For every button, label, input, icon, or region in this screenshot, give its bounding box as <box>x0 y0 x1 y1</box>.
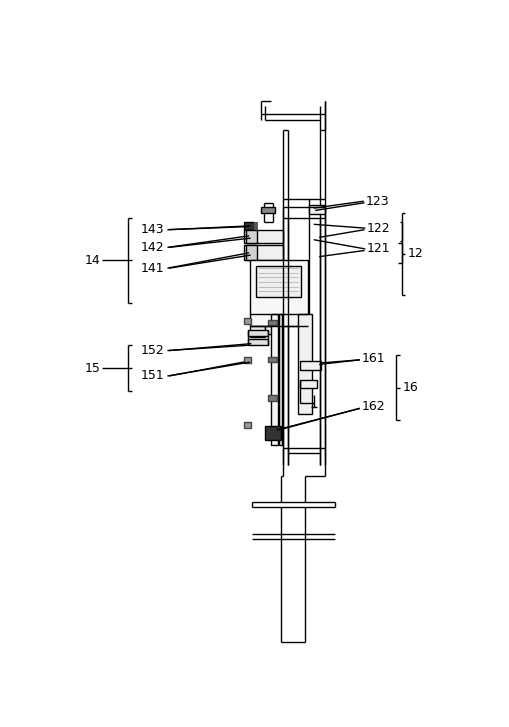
Bar <box>256 266 300 297</box>
Bar <box>244 230 282 243</box>
Bar <box>243 357 251 363</box>
Text: 16: 16 <box>402 381 417 394</box>
Text: 122: 122 <box>366 222 390 235</box>
Text: 152: 152 <box>140 344 164 357</box>
Bar <box>265 426 280 440</box>
Bar <box>267 320 276 325</box>
Bar <box>245 230 256 243</box>
Bar <box>245 245 256 260</box>
Bar <box>248 339 267 345</box>
Bar <box>267 430 276 435</box>
Bar <box>248 330 267 336</box>
Bar <box>249 326 265 337</box>
Bar <box>267 357 276 362</box>
Bar <box>298 314 312 414</box>
Text: 121: 121 <box>366 242 390 255</box>
Bar <box>261 206 275 213</box>
Text: 162: 162 <box>361 401 384 413</box>
Bar <box>265 326 276 334</box>
Text: 143: 143 <box>140 223 164 236</box>
Bar <box>308 205 325 214</box>
Bar <box>243 318 251 324</box>
Bar <box>249 260 307 326</box>
Text: 142: 142 <box>140 241 164 254</box>
Bar <box>253 222 257 230</box>
Text: 14: 14 <box>84 254 100 267</box>
Bar <box>271 314 277 446</box>
Bar <box>299 361 321 370</box>
Text: 141: 141 <box>140 262 164 275</box>
Text: 12: 12 <box>407 247 422 260</box>
Bar <box>243 422 251 428</box>
Text: 15: 15 <box>84 362 100 375</box>
Text: 161: 161 <box>361 352 384 365</box>
Bar <box>244 245 282 260</box>
Bar <box>278 314 281 446</box>
Bar <box>267 395 276 401</box>
Bar <box>244 222 253 230</box>
Text: 151: 151 <box>140 369 164 382</box>
Text: 123: 123 <box>364 195 388 208</box>
Bar <box>299 379 316 387</box>
